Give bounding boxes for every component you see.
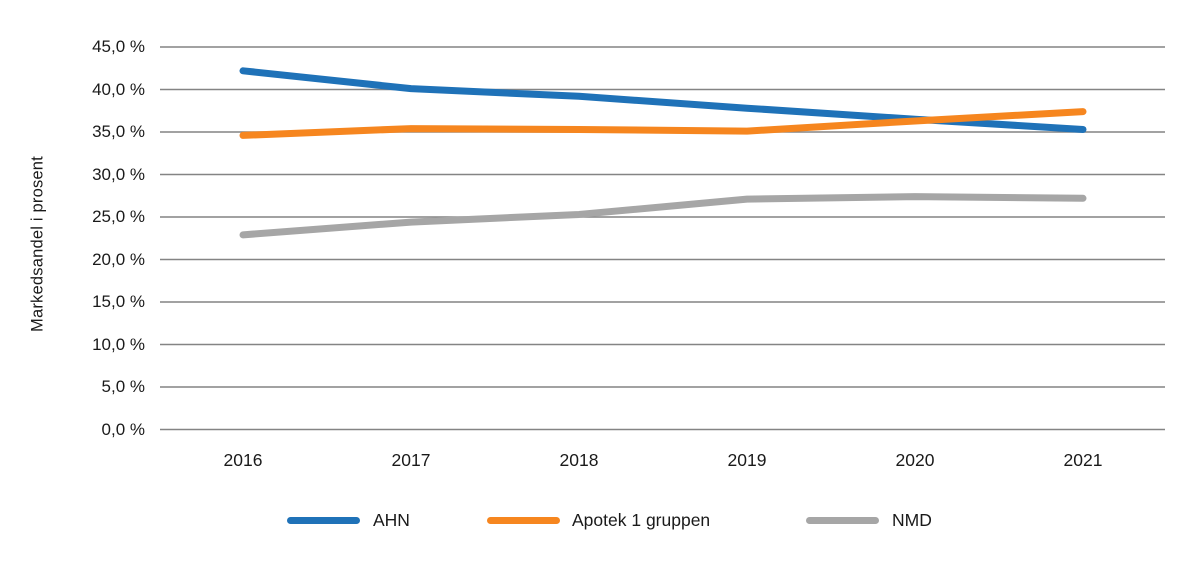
x-tick-label: 2020 [895, 450, 935, 470]
legend-swatch-nmd [806, 517, 879, 524]
y-tick-label: 10,0 % [92, 334, 145, 354]
y-tick-label: 15,0 % [92, 292, 145, 311]
x-tick-label: 2016 [223, 450, 263, 470]
legend-label-apotek-1-gruppen: Apotek 1 gruppen [572, 510, 711, 530]
y-tick-label: 0,0 % [101, 419, 145, 439]
legend-label-ahn: AHN [373, 510, 410, 530]
y-tick-label: 40,0 % [92, 79, 145, 99]
y-tick-label: 35,0 % [92, 122, 145, 141]
legend-swatch-ahn [287, 517, 360, 524]
x-tick-label: 2018 [559, 450, 599, 470]
y-tick-label: 25,0 % [92, 207, 145, 226]
y-tick-label: 30,0 % [92, 164, 145, 184]
y-tick-label: 5,0 % [101, 377, 145, 396]
line-apotek-1-gruppen [239, 108, 1087, 139]
legend-label-nmd: NMD [892, 510, 932, 530]
x-tick-label: 2021 [1063, 450, 1103, 470]
x-tick-label: 2019 [727, 450, 767, 470]
line-nmd [239, 193, 1087, 239]
y-tick-label: 45,0 % [92, 37, 145, 56]
legend-swatch-apotek-1-gruppen [487, 517, 560, 524]
x-tick-label: 2017 [391, 450, 431, 470]
y-tick-label: 20,0 % [92, 249, 145, 269]
